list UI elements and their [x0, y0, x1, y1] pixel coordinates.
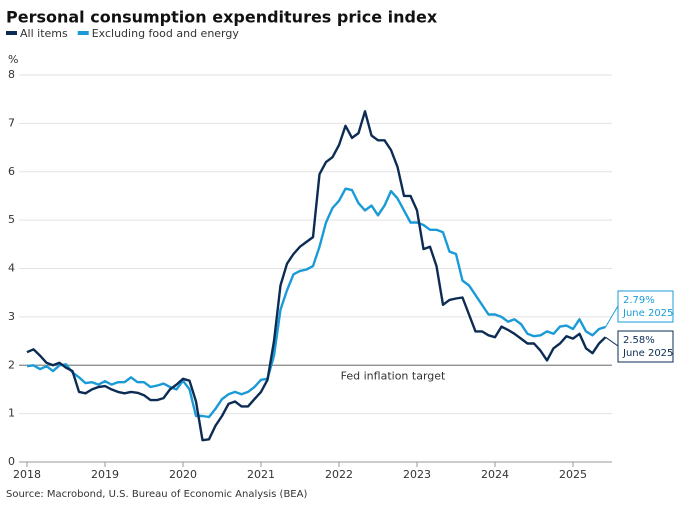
annotation-value: 2.79%: [623, 295, 655, 306]
x-tick-label: 2022: [325, 468, 353, 481]
y-tick-label: 8: [8, 68, 15, 81]
y-tick-label: 4: [8, 262, 15, 275]
y-axis-label: %: [8, 53, 18, 66]
annotation-connector: [605, 336, 619, 347]
x-tick-label: 2021: [247, 468, 275, 481]
legend-swatch: [6, 31, 17, 35]
annotation-box: [617, 290, 674, 323]
x-tick-label: 2020: [169, 468, 197, 481]
chart-title: Personal consumption expenditures price …: [6, 8, 438, 27]
y-tick-label: 0: [8, 455, 15, 468]
legend-label: All items: [20, 27, 68, 40]
x-tick-label: 2023: [403, 468, 431, 481]
x-tick-label: 2019: [91, 468, 119, 481]
legend-swatch: [77, 31, 89, 35]
annotation-date: June 2025: [622, 308, 673, 319]
annotation-box: [617, 330, 674, 363]
target-label: Fed inflation target: [341, 369, 446, 382]
y-tick-label: 5: [8, 213, 15, 226]
y-tick-label: 1: [8, 407, 15, 420]
x-tick-label: 2025: [559, 468, 587, 481]
series-line: [26, 110, 607, 442]
series-line: [26, 187, 606, 419]
legend-label: Excluding food and energy: [92, 27, 240, 40]
annotation-value: 2.58%: [623, 335, 655, 346]
x-tick-label: 2018: [13, 468, 41, 481]
annotation-connector: [605, 305, 619, 328]
y-tick-label: 3: [8, 310, 15, 323]
annotation-date: June 2025: [622, 348, 673, 359]
x-tick-label: 2024: [481, 468, 509, 481]
source: Source: Macrobond, U.S. Bureau of Econom…: [6, 489, 307, 500]
y-tick-label: 6: [8, 165, 15, 178]
y-tick-label: 7: [8, 116, 15, 129]
y-tick-label: 2: [8, 358, 15, 371]
